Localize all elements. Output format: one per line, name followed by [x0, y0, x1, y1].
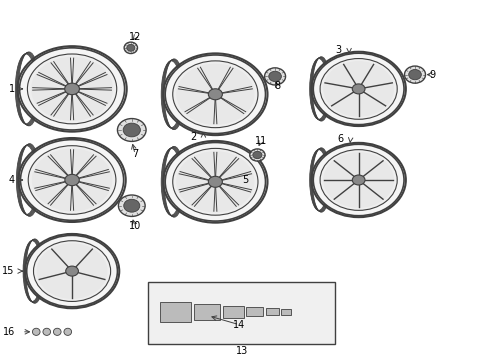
Ellipse shape	[31, 57, 113, 121]
Text: 2: 2	[190, 132, 196, 142]
Ellipse shape	[268, 71, 281, 82]
Ellipse shape	[32, 328, 40, 336]
Text: 9: 9	[428, 69, 434, 80]
Ellipse shape	[408, 69, 421, 80]
Ellipse shape	[124, 42, 137, 54]
Bar	[222, 306, 244, 318]
Ellipse shape	[65, 174, 79, 186]
Ellipse shape	[126, 44, 135, 51]
Text: 4: 4	[9, 175, 15, 185]
Ellipse shape	[165, 143, 265, 221]
Bar	[265, 308, 278, 315]
Text: 11: 11	[255, 136, 267, 146]
Text: 1: 1	[9, 84, 15, 94]
Text: 13: 13	[235, 346, 247, 356]
Ellipse shape	[351, 84, 364, 94]
Text: 14: 14	[233, 320, 245, 330]
Ellipse shape	[123, 123, 140, 137]
Ellipse shape	[323, 61, 393, 117]
Ellipse shape	[208, 89, 222, 100]
Bar	[281, 309, 290, 315]
Ellipse shape	[165, 55, 265, 134]
Ellipse shape	[65, 266, 78, 276]
Ellipse shape	[20, 140, 123, 220]
Bar	[246, 307, 263, 316]
Ellipse shape	[313, 53, 403, 125]
Bar	[160, 302, 191, 321]
Ellipse shape	[64, 328, 71, 336]
Ellipse shape	[172, 61, 258, 128]
Ellipse shape	[37, 243, 107, 299]
Bar	[148, 282, 334, 344]
Ellipse shape	[320, 59, 396, 119]
Ellipse shape	[34, 241, 110, 301]
Bar	[193, 304, 220, 320]
Text: 16: 16	[2, 327, 15, 337]
Text: 3: 3	[335, 45, 341, 55]
Ellipse shape	[64, 83, 79, 95]
Ellipse shape	[351, 175, 364, 185]
Ellipse shape	[323, 152, 393, 208]
Ellipse shape	[252, 151, 262, 159]
Ellipse shape	[28, 146, 116, 214]
Ellipse shape	[313, 144, 403, 216]
Ellipse shape	[172, 148, 258, 215]
Ellipse shape	[176, 151, 254, 212]
Text: 10: 10	[129, 221, 141, 231]
Ellipse shape	[118, 195, 145, 216]
Text: 8: 8	[274, 81, 280, 91]
Text: 15: 15	[2, 266, 15, 276]
Text: 6: 6	[337, 134, 343, 144]
Ellipse shape	[404, 66, 425, 83]
Ellipse shape	[320, 150, 396, 210]
Ellipse shape	[27, 235, 117, 307]
Ellipse shape	[208, 176, 222, 187]
Ellipse shape	[27, 54, 117, 124]
Ellipse shape	[264, 68, 285, 85]
Ellipse shape	[176, 64, 254, 125]
Text: 12: 12	[129, 32, 141, 42]
Text: 5: 5	[242, 175, 248, 185]
Ellipse shape	[20, 48, 124, 130]
Ellipse shape	[53, 328, 61, 336]
Ellipse shape	[123, 199, 140, 212]
Ellipse shape	[43, 328, 50, 336]
Text: 7: 7	[132, 149, 138, 159]
Ellipse shape	[249, 149, 264, 161]
Ellipse shape	[32, 149, 112, 211]
Ellipse shape	[117, 118, 146, 141]
